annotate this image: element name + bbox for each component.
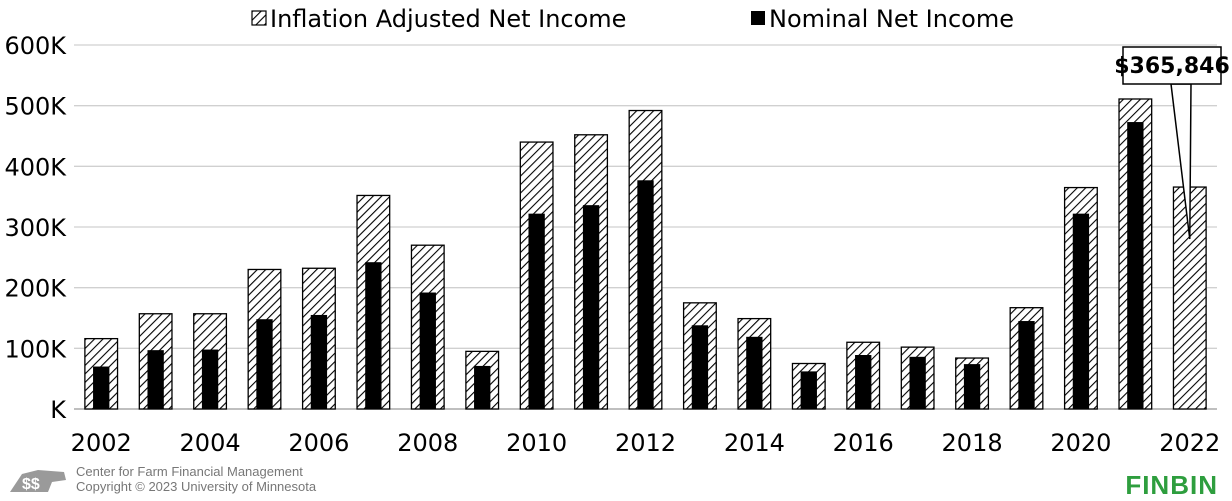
bar-nominal-2012 bbox=[637, 180, 654, 409]
x-tick-label: 2004 bbox=[180, 429, 241, 457]
legend-label-nominal: Nominal Net Income bbox=[769, 5, 1014, 33]
bar-nominal-2017 bbox=[909, 356, 926, 409]
bar-nominal-2016 bbox=[855, 355, 872, 409]
bar-nominal-2007 bbox=[365, 262, 382, 409]
bar-nominal-2011 bbox=[582, 205, 600, 409]
x-tick-label: 2014 bbox=[724, 429, 785, 457]
bar-nominal-2013 bbox=[691, 325, 709, 409]
bar-nominal-2010 bbox=[528, 213, 545, 409]
y-axis-tick-labels: K 100K 200K 300K 400K 500K 600K bbox=[4, 32, 67, 424]
bar-nominal-2020 bbox=[1072, 213, 1090, 409]
callout-box bbox=[1122, 46, 1222, 85]
bar-nominal-2015 bbox=[800, 371, 817, 409]
bar-nominal-2002 bbox=[93, 366, 110, 409]
cffm-logo: $$ bbox=[8, 462, 70, 500]
legend-label-inflation-adjusted: Inflation Adjusted Net Income bbox=[270, 5, 626, 33]
bar-nominal-2003 bbox=[147, 350, 164, 409]
legend-swatch-inflation-adjusted bbox=[251, 10, 267, 26]
x-tick-label: 2010 bbox=[506, 429, 567, 457]
x-tick-label: 2002 bbox=[71, 429, 132, 457]
y-tick-label: 200K bbox=[4, 275, 67, 303]
bar-nominal-2014 bbox=[746, 336, 763, 409]
bar-nominal-2008 bbox=[419, 292, 436, 409]
copyright: Copyright © 2023 University of Minnesota bbox=[76, 479, 317, 494]
finbin-brand: FINBIN bbox=[1125, 470, 1218, 500]
callout-label: $365,846 bbox=[1114, 54, 1230, 79]
bar-nominal-2009 bbox=[474, 365, 491, 409]
y-tick-label: 100K bbox=[4, 335, 67, 363]
footer-org: Center for Farm Financial Management Cop… bbox=[76, 464, 316, 494]
legend: Inflation Adjusted Net Income Nominal Ne… bbox=[251, 5, 1014, 33]
svg-text:$$: $$ bbox=[22, 476, 40, 493]
bar-nominal-2004 bbox=[201, 349, 219, 409]
y-tick-label: 600K bbox=[4, 32, 67, 60]
x-tick-label: 2008 bbox=[397, 429, 458, 457]
y-tick-label: 400K bbox=[4, 153, 67, 181]
x-tick-label: 2006 bbox=[288, 429, 349, 457]
bar-nominal-2005 bbox=[256, 319, 273, 409]
y-tick-label: K bbox=[50, 396, 67, 424]
bar-nominal-2021 bbox=[1127, 122, 1144, 410]
x-tick-label: 2012 bbox=[615, 429, 676, 457]
y-tick-label: 500K bbox=[4, 93, 67, 121]
x-tick-label: 2022 bbox=[1159, 429, 1220, 457]
x-tick-label: 2018 bbox=[942, 429, 1003, 457]
x-tick-label: 2016 bbox=[833, 429, 894, 457]
y-tick-label: 300K bbox=[4, 214, 67, 242]
bar-nominal-2006 bbox=[310, 314, 328, 409]
legend-swatch-nominal bbox=[751, 11, 765, 25]
org-name: Center for Farm Financial Management bbox=[76, 464, 303, 479]
x-tick-label: 2020 bbox=[1050, 429, 1111, 457]
nominal-bars bbox=[93, 122, 1144, 410]
value-callout: $365,846 bbox=[1114, 46, 1230, 240]
bar-nominal-2019 bbox=[1018, 321, 1035, 409]
x-axis-tick-labels: 2002 2004 2006 2008 2010 2012 2014 2016 2018 2020… bbox=[71, 429, 1221, 457]
bar-nominal-2018 bbox=[963, 364, 981, 409]
